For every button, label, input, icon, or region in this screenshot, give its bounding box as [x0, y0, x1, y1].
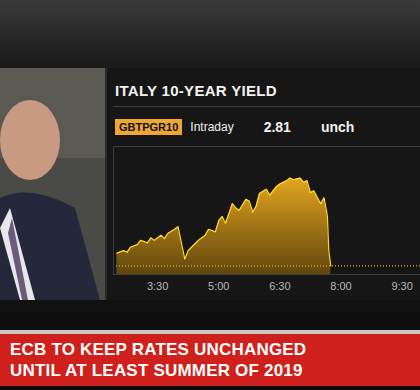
svg-text:3:30: 3:30: [147, 280, 168, 292]
svg-text:9:30: 9:30: [391, 280, 412, 292]
html-text:ECB TO KEEP RATES UNCHANGED: ECB TO KEEP RATES UNCHANGED: [10, 340, 307, 359]
html-text:Intraday: Intraday: [190, 120, 234, 134]
html-text:unch: unch: [320, 119, 355, 135]
html-text:GBTPGR10: GBTPGR10: [119, 121, 179, 133]
svg-text:5:00: 5:00: [208, 280, 229, 292]
svg-text:8:00: 8:00: [330, 280, 351, 292]
html-text:2.81: 2.81: [263, 119, 291, 135]
svg-text:6:30: 6:30: [269, 280, 290, 292]
html-text:ITALY 10-YEAR YIELD: ITALY 10-YEAR YIELD: [115, 82, 277, 99]
html-text:UNTIL AT LEAST SUMMER OF 2019: UNTIL AT LEAST SUMMER OF 2019: [10, 361, 303, 380]
